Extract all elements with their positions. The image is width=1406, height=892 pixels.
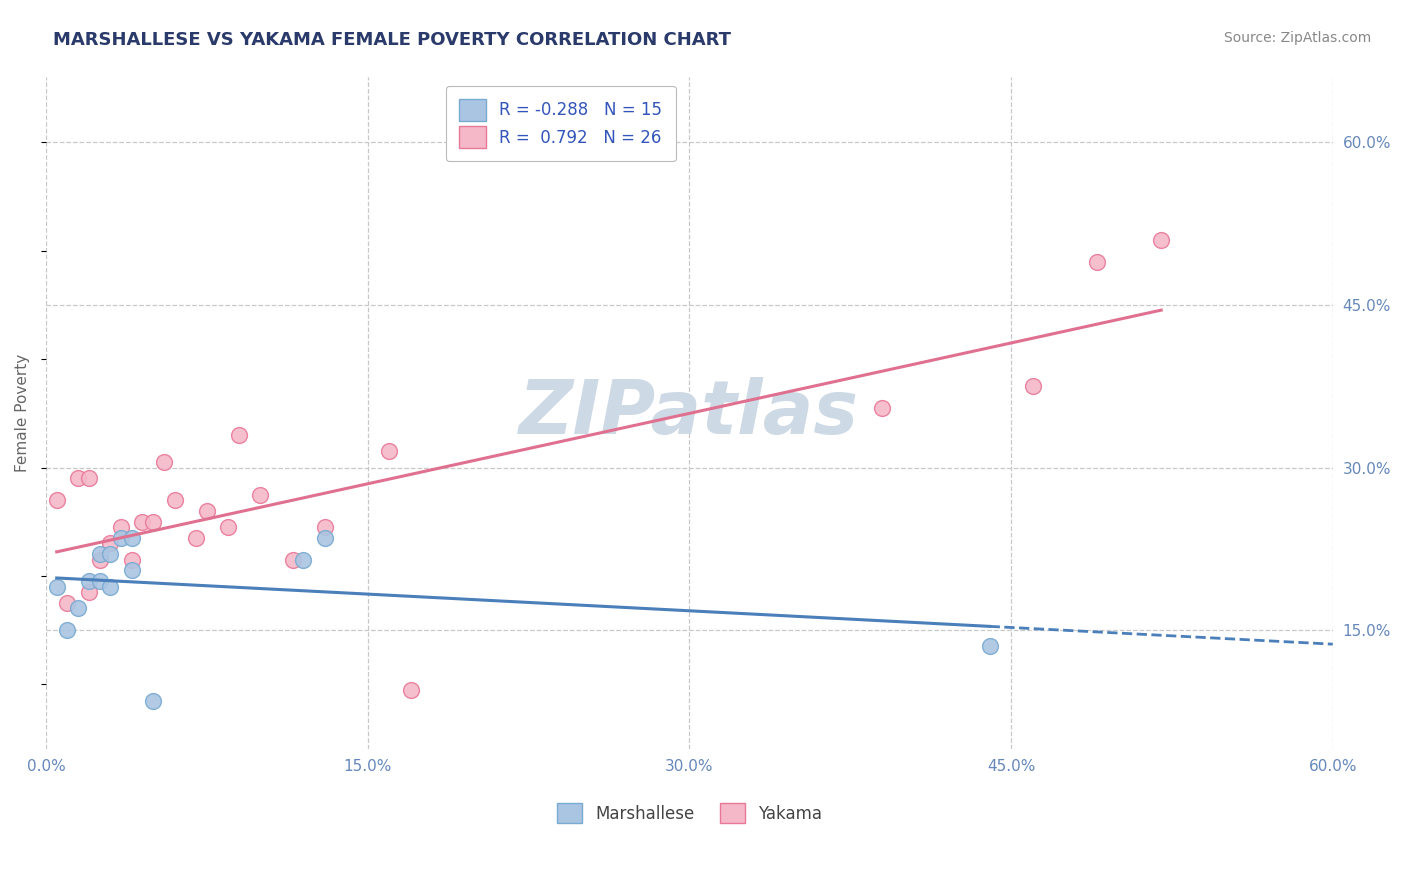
Point <box>1085 254 1108 268</box>
Point <box>89 552 111 566</box>
Point <box>872 401 894 415</box>
Point <box>45 493 67 508</box>
Point <box>110 531 132 545</box>
Point <box>121 531 143 545</box>
Point <box>217 520 239 534</box>
Point <box>228 428 250 442</box>
Legend: Marshallese, Yakama: Marshallese, Yakama <box>548 795 830 831</box>
Point <box>89 547 111 561</box>
Point <box>142 515 165 529</box>
Point <box>89 574 111 589</box>
Point <box>195 504 218 518</box>
Point <box>281 552 304 566</box>
Point <box>67 601 90 615</box>
Point <box>399 682 422 697</box>
Text: MARSHALLESE VS YAKAMA FEMALE POVERTY CORRELATION CHART: MARSHALLESE VS YAKAMA FEMALE POVERTY COR… <box>53 31 731 49</box>
Point <box>314 531 336 545</box>
Point <box>77 471 100 485</box>
Point <box>121 564 143 578</box>
Point <box>98 547 121 561</box>
Point <box>184 531 207 545</box>
Point <box>110 520 132 534</box>
Point <box>131 515 153 529</box>
Point <box>1150 233 1173 247</box>
Point <box>292 552 315 566</box>
Point <box>67 471 90 485</box>
Point <box>1021 379 1043 393</box>
Point <box>163 493 186 508</box>
Point <box>378 444 401 458</box>
Point <box>153 455 176 469</box>
Point <box>249 488 271 502</box>
Point <box>979 640 1001 654</box>
Y-axis label: Female Poverty: Female Poverty <box>15 354 30 473</box>
Point <box>314 520 336 534</box>
Point <box>142 693 165 707</box>
Point <box>121 552 143 566</box>
Text: Source: ZipAtlas.com: Source: ZipAtlas.com <box>1223 31 1371 45</box>
Point <box>56 596 79 610</box>
Point <box>45 580 67 594</box>
Point <box>77 585 100 599</box>
Text: ZIPatlas: ZIPatlas <box>519 376 859 450</box>
Point <box>98 580 121 594</box>
Point <box>98 536 121 550</box>
Point <box>77 574 100 589</box>
Point <box>56 623 79 637</box>
